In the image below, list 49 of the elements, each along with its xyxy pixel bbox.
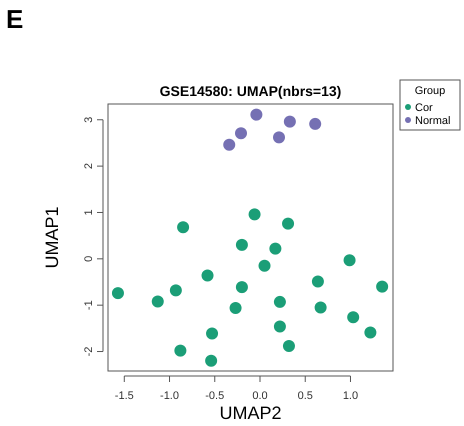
point [112,287,124,300]
y-tick-label: 1 [83,209,95,216]
legend-label: Cor [415,102,434,114]
x-axis-title: UMAP2 [219,403,282,423]
point [344,254,356,266]
point [170,284,182,296]
point [273,131,285,144]
point [376,280,388,293]
x-tick-label: -1.5 [114,390,134,402]
y-tick-label: 2 [83,163,95,170]
point [364,326,376,339]
point [223,138,236,151]
point [205,354,218,367]
y-tick-label: -1 [83,300,95,310]
x-tick-label: -1.0 [160,390,180,402]
legend-title: Group [414,85,446,97]
point [282,218,294,230]
point [309,118,322,130]
x-tick-label: 0.0 [252,390,268,402]
x-tick-label: 0.5 [298,390,313,402]
point [235,127,247,140]
point [314,301,327,314]
point [274,296,286,308]
chart-title: GSE14580: UMAP(nbrs=13) [160,83,342,99]
point [206,327,218,340]
point [152,295,164,308]
x-tick-label: -0.5 [205,390,224,402]
x-tick-label: 1.0 [342,390,358,402]
point [177,221,190,234]
point [174,344,186,357]
y-tick-label: -2 [83,346,95,356]
point [269,242,282,255]
point [202,270,214,282]
point [282,340,295,352]
point [236,281,248,294]
point [312,276,324,288]
point [258,260,271,272]
point [236,238,248,251]
legend-label: Normal [415,115,450,127]
y-tick-label: 3 [83,116,95,123]
point [274,320,286,332]
point [347,311,360,324]
point [230,302,242,314]
point [284,116,296,128]
y-axis-title: UMAP1 [42,206,62,269]
text: E [6,4,24,34]
y-tick-label: 0 [83,256,95,262]
point [250,108,262,121]
point [248,208,261,220]
